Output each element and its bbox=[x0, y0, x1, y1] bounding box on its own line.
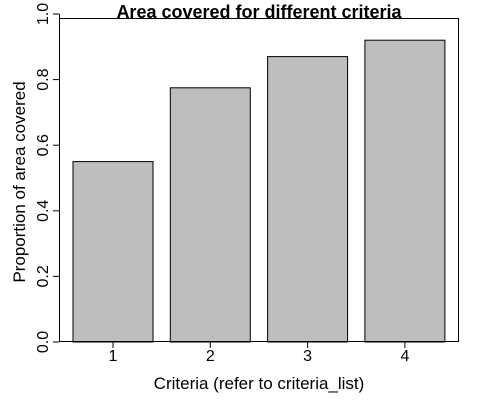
y-tick-label: 1.0 bbox=[35, 3, 52, 25]
x-axis-label: Criteria (refer to criteria_list) bbox=[154, 374, 365, 393]
y-tick-label: 0.2 bbox=[35, 265, 52, 287]
y-tick-label: 0.0 bbox=[35, 331, 52, 353]
y-axis-label: Proportion of area covered bbox=[10, 81, 29, 282]
x-tick-label: 4 bbox=[400, 348, 409, 365]
y-tick-label: 0.6 bbox=[35, 134, 52, 156]
bars-group bbox=[72, 39, 446, 343]
chart-title: Area covered for different criteria bbox=[116, 2, 402, 22]
bar-2 bbox=[169, 87, 251, 343]
x-tick-label: 3 bbox=[303, 348, 312, 365]
bar-1 bbox=[72, 161, 154, 343]
bar-4 bbox=[364, 39, 446, 343]
bar-3 bbox=[267, 56, 349, 343]
x-tick-label: 2 bbox=[206, 348, 215, 365]
y-tick-label: 0.4 bbox=[35, 200, 52, 222]
x-tick-label: 1 bbox=[109, 348, 118, 365]
y-tick-label: 0.8 bbox=[35, 68, 52, 90]
x-axis: 1 2 3 4 bbox=[109, 342, 409, 365]
y-axis: 0.0 0.2 0.4 0.6 0.8 1.0 bbox=[35, 3, 60, 353]
